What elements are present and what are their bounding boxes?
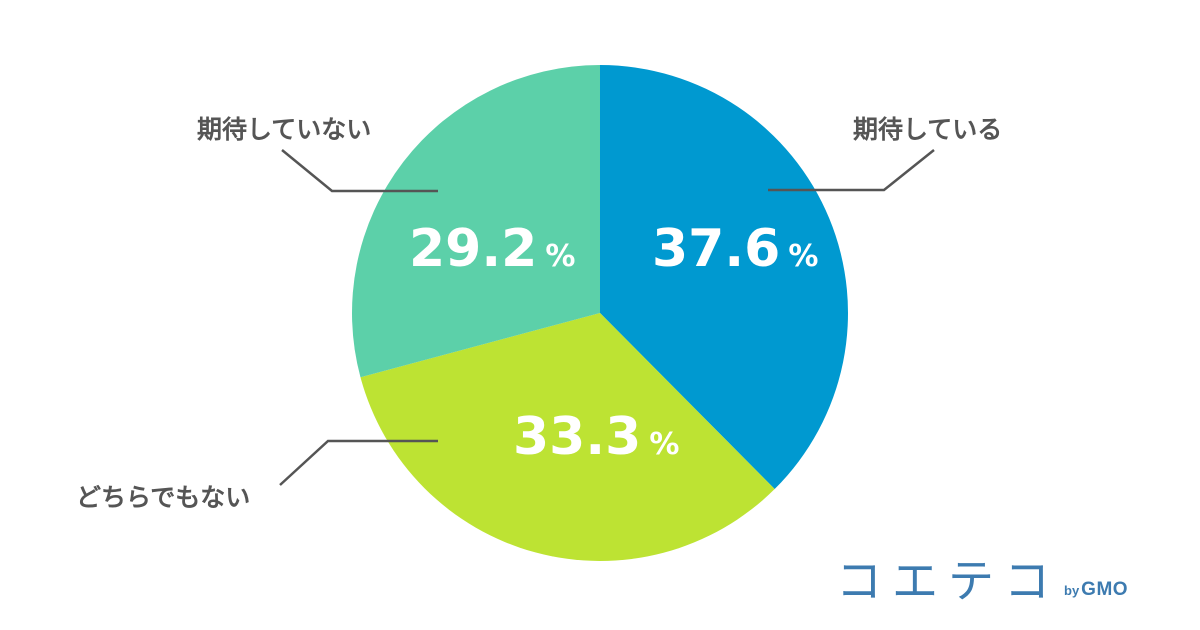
leader-line-neutral	[279, 439, 438, 486]
value-label-expecting: 37.6%	[652, 219, 818, 279]
value-number-neutral: 33.3	[513, 407, 641, 467]
value-unit-neutral: %	[649, 427, 679, 462]
leader-lines	[279, 149, 935, 486]
pie-slices	[352, 65, 848, 561]
pie-slice-not-expecting	[352, 65, 600, 378]
pie-slice-expecting	[600, 65, 848, 490]
category-label-not-expecting: 期待していない	[197, 115, 371, 144]
logo-wordmark: コエテコ	[836, 554, 1060, 608]
value-number-not-expecting: 29.2	[409, 219, 537, 279]
value-label-not-expecting: 29.2%	[409, 219, 575, 279]
value-number-expecting: 37.6	[652, 219, 780, 279]
pie-slice-neutral	[360, 313, 775, 561]
value-unit-expecting: %	[788, 239, 818, 274]
leader-line-not-expecting	[281, 149, 438, 193]
category-label-neutral: どちらでもない	[76, 483, 250, 512]
value-unit-not-expecting: %	[545, 239, 575, 274]
value-label-neutral: 33.3%	[513, 407, 679, 467]
category-label-expecting: 期待している	[853, 115, 1002, 144]
logo-by: by	[1064, 583, 1080, 598]
leader-line-expecting	[768, 149, 935, 192]
logo-gmo: GMO	[1081, 579, 1129, 600]
brand-logo: コエテコ by GMO	[836, 548, 1128, 604]
